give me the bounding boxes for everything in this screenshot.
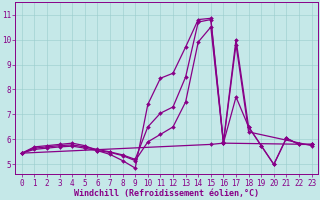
X-axis label: Windchill (Refroidissement éolien,°C): Windchill (Refroidissement éolien,°C) xyxy=(74,189,259,198)
